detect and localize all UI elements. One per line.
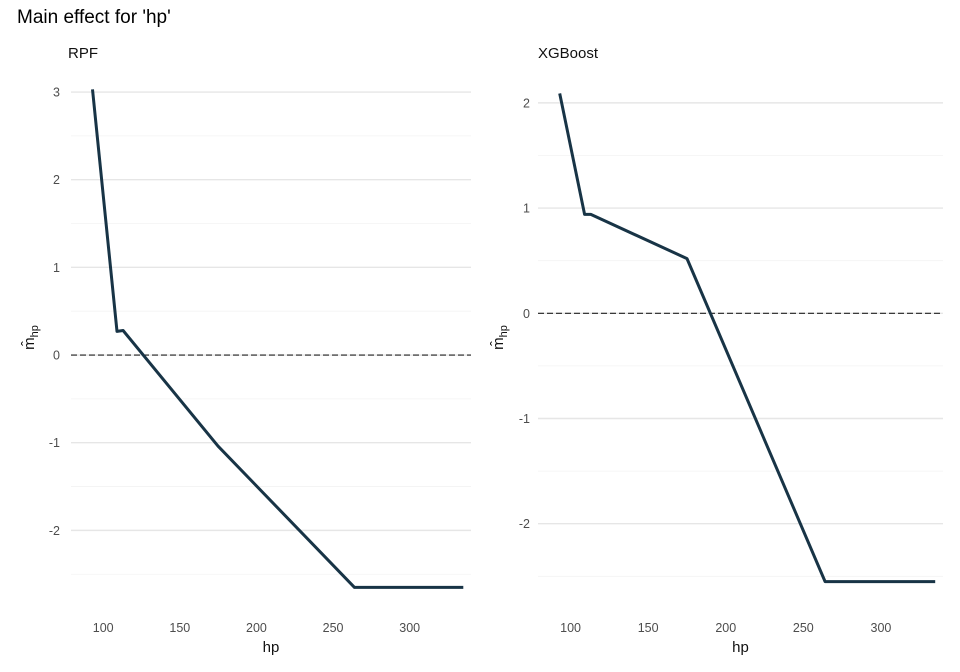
x-tick-label: 100 [560, 621, 581, 635]
x-tick-label: 200 [715, 621, 736, 635]
x-tick-label: 200 [246, 621, 267, 635]
y-tick-label: -1 [49, 436, 60, 450]
x-axis-title: hp [732, 639, 749, 656]
y-axis-title: m̂hp [490, 325, 510, 350]
y-tick-label: 2 [53, 173, 60, 187]
panel-title: XGBoost [538, 45, 599, 62]
main-effect-line [558, 93, 936, 584]
y-tick-label: -2 [49, 524, 60, 538]
x-axis-title: hp [263, 639, 280, 656]
y-tick-label: 1 [53, 261, 60, 275]
x-tick-label: 250 [793, 621, 814, 635]
y-tick-label: -1 [519, 412, 530, 426]
y-tick-label: 0 [53, 349, 60, 363]
x-tick-label: 300 [871, 621, 892, 635]
y-axis-title: m̂hp [21, 325, 41, 350]
y-tick-label: 3 [53, 86, 60, 100]
x-tick-label: 150 [638, 621, 659, 635]
panel-title: RPF [68, 45, 98, 62]
x-tick-label: 100 [93, 621, 114, 635]
y-tick-label: -2 [519, 517, 530, 531]
y-tick-label: 1 [523, 202, 530, 216]
x-tick-label: 250 [323, 621, 344, 635]
x-tick-label: 150 [169, 621, 190, 635]
panel-rpf: -2 -1 0 1 2 3 100 150 200 250 300 RPF hp m̂hp [21, 45, 471, 656]
y-tick-label: 2 [523, 96, 530, 110]
chart-title: Main effect for 'hp' [17, 7, 171, 28]
x-tick-label: 300 [399, 621, 420, 635]
main-effect-line [91, 89, 464, 589]
y-tick-label: 0 [523, 307, 530, 321]
panel-xgboost: -2 -1 0 1 2 100 150 200 250 300 XGBoost hp m̂hp [490, 45, 943, 656]
